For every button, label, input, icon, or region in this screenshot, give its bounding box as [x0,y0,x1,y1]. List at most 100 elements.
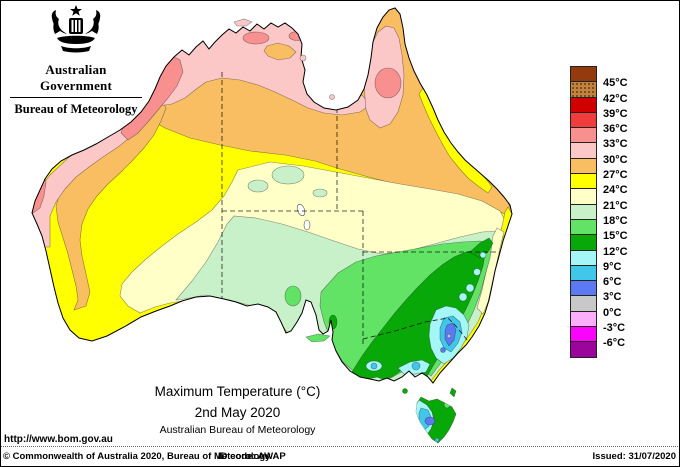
logo-divider [10,97,142,98]
legend-swatch [570,157,597,175]
legend-row: 36°C [570,111,628,135]
legend-row [570,341,597,358]
title-block: Maximum Temperature (°C) 2nd May 2020 Au… [90,384,385,436]
legend-label: 45°C [603,77,628,90]
legend-row: 39°C [570,96,628,120]
map-region-periwinkle-snowy [444,322,457,347]
legend: 45°C 42°C 39°C 36°C 33°C 30°C 27°C 24°C 21°C 18°C… [570,66,628,358]
legend-label: 33°C [603,138,628,151]
legend-swatch [570,234,597,251]
legend-swatch [570,218,597,236]
legend-row: 24°C [570,173,628,196]
bom-url: http://www.bom.gov.au [4,434,113,445]
legend-row: 21°C [570,188,628,212]
legend-label: 0°C [603,306,622,319]
map-region-lightcyan-dot-3 [479,251,487,259]
legend-label: 3°C [603,291,622,304]
map-region-cream-dot-2 [443,108,449,116]
legend-swatch [570,249,597,266]
map-title: Maximum Temperature (°C) [154,384,321,399]
legend-swatch [570,188,597,205]
legend-swatch [570,111,597,129]
map-region-palegreen-patch-2 [247,179,269,193]
legend-swatch [570,96,597,113]
salt-lake-torrens [303,219,311,231]
legend-row: 30°C [570,142,628,166]
copyright-text: © Commonwealth of Australia 2020, Bureau… [3,451,271,462]
map-region-palegreen-patch-3 [312,188,328,198]
legend-row: 12°C [570,234,628,258]
map-region-orange-top-end [263,42,297,61]
map-region-green-se [351,249,486,381]
map-region-lightcyan-dot-2 [473,268,481,276]
mornington-island [329,94,335,100]
legend-label: 36°C [603,123,628,136]
legend-row: -6°C [570,326,625,349]
king-island [402,388,408,394]
legend-row: 3°C [570,280,621,303]
legend-swatch [570,264,597,282]
map-region-lightcyan-dot-4 [458,292,468,302]
kangaroo-island [305,333,331,343]
legend-label: 27°C [603,169,628,182]
legend-swatch [570,310,597,328]
legend-swatch [570,280,597,297]
legend-swatch [570,81,597,98]
footer-bar: © Commonwealth of Australia 2020, Bureau… [0,448,680,467]
footer-divider [0,446,680,447]
legend-row: 33°C [570,127,628,150]
legend-label: 42°C [603,92,628,105]
map-date: 2nd May 2020 [194,405,281,420]
legend-label: 6°C [603,276,622,289]
legend-swatch [570,127,597,144]
legend-row: 42°C [570,81,628,105]
tasmania-periwinkle [424,416,436,426]
legend-label: 15°C [603,230,628,243]
legend-label: -6°C [603,337,626,350]
legend-swatch [570,142,597,159]
coat-of-arms-icon [51,5,101,53]
legend-swatch [570,295,597,312]
gov-title: Australian Government [39,62,113,93]
legend-label: 24°C [603,184,628,197]
legend-row: 0°C [570,295,621,319]
bom-logo: Australian Government Bureau of Meteorol… [8,4,144,117]
legend-swatch [570,173,597,190]
groote-island [299,54,307,62]
legend-label: 21°C [603,199,628,212]
legend-label: 30°C [603,153,628,166]
legend-swatch [570,326,597,343]
legend-row: 15°C [570,218,628,242]
legend-swatch [570,66,597,83]
map-region-salmon-top-end-1 [242,31,270,45]
legend-swatch [570,341,597,358]
map-region-cyan-vic-dot [411,361,421,371]
legend-row: 27°C [570,157,628,181]
map-region-gray-speck [446,333,452,339]
map-region-periwinkle-dot [440,347,446,353]
state-border-nsw-vic [362,317,469,342]
issued-date-text: Issued: 31/07/2020 [592,451,676,462]
legend-label: 39°C [603,107,628,120]
legend-row: 45°C [570,66,628,89]
map-region-green-coast-arm [469,237,494,259]
legend-label: 18°C [603,214,628,227]
legend-row: 9°C [570,249,621,273]
map-region-cyan-westvic-dot [370,362,378,370]
id-code-text: ID code: AWAP [218,451,286,462]
map-region-lightcyan-dot-1 [465,283,475,293]
flinders-island [449,387,457,398]
legend-label: 12°C [603,245,628,258]
coastline-mainland [31,7,513,384]
legend-label: 9°C [603,260,622,273]
legend-row: -3°C [570,310,625,334]
map-region-salmon-cape-york [374,67,402,99]
map-region-cream-dot-1 [439,90,447,100]
map-region-palegreen-patch-1 [271,165,305,185]
melville-island [233,18,253,27]
legend-swatch [570,203,597,220]
tasmania-cyan-south [434,437,440,443]
bureau-title: Bureau of Meteorology [14,102,138,116]
legend-label: -3°C [603,322,626,335]
